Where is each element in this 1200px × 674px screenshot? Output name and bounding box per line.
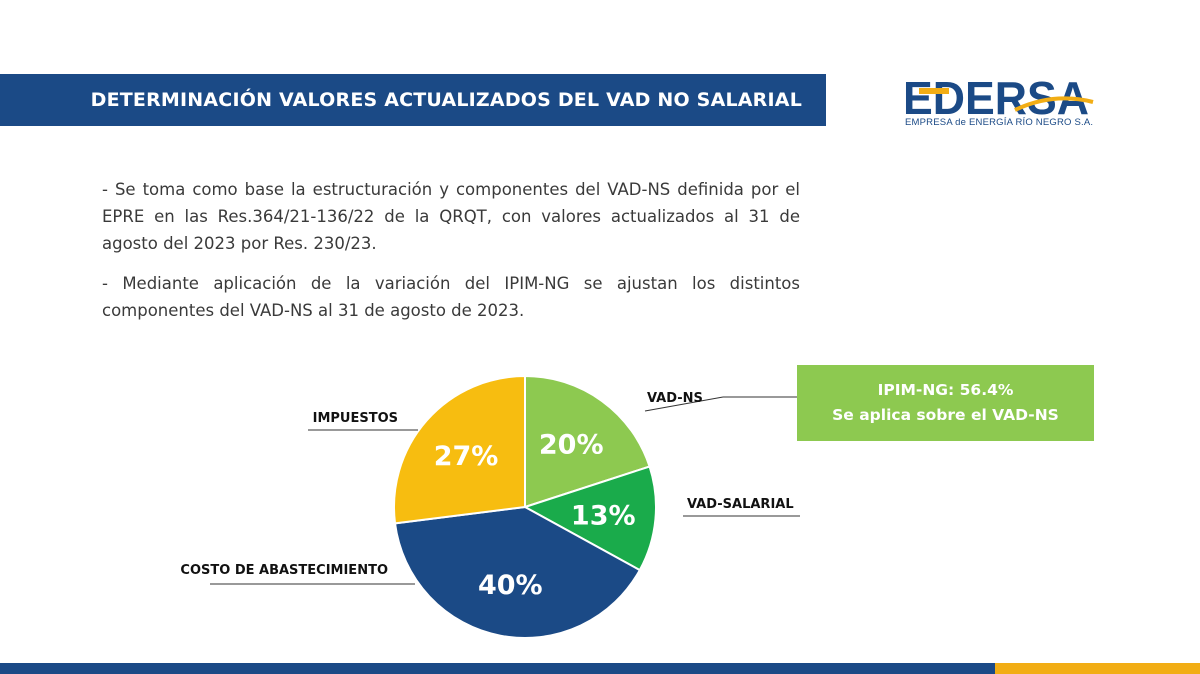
pie-chart: VAD-NS VAD-SALARIAL COSTO DE ABASTECIMIE… bbox=[180, 374, 800, 639]
slice-label-vad-salarial: VAD-SALARIAL bbox=[687, 497, 794, 512]
callout-line-2: Se aplica sobre el VAD-NS bbox=[832, 406, 1059, 424]
footer-bar-blue bbox=[0, 663, 995, 674]
title-bar: DETERMINACIÓN VALORES ACTUALIZADOS DEL V… bbox=[0, 74, 826, 126]
leader-line-vad-ns-diagonal bbox=[644, 396, 724, 412]
pie-slice-costo-de-abastecimiento bbox=[393, 505, 642, 639]
pie-slice-vad-ns bbox=[524, 374, 651, 509]
pie-slice-impuestos bbox=[393, 374, 526, 525]
body-paragraph-2: - Mediante aplicación de la variación de… bbox=[102, 274, 800, 320]
slice-label-impuestos: IMPUESTOS bbox=[313, 411, 398, 426]
body-paragraph-1: - Se toma como base la estructuración y … bbox=[102, 180, 800, 253]
slice-label-costo: COSTO DE ABASTECIMIENTO bbox=[180, 563, 388, 578]
pie-value-costo-de-abastecimiento: 40% bbox=[478, 570, 543, 601]
pie-value-vad-salarial: 13% bbox=[571, 500, 636, 531]
page-title: DETERMINACIÓN VALORES ACTUALIZADOS DEL V… bbox=[90, 89, 802, 111]
logo-tagline: EMPRESA de ENERGÍA RÍO NEGRO S.A. bbox=[905, 117, 1094, 128]
edersa-logo: EDERSA EMPRESA de ENERGÍA RÍO NEGRO S.A. bbox=[903, 76, 1098, 136]
logo-swoosh bbox=[1014, 96, 1094, 112]
footer-bar-yellow bbox=[995, 663, 1200, 674]
pie-slice-vad-salarial bbox=[522, 465, 657, 572]
logo-accent-stroke bbox=[919, 88, 949, 94]
ipim-callout: IPIM-NG: 56.4% Se aplica sobre el VAD-NS bbox=[797, 365, 1094, 441]
slice-label-vad-ns: VAD-NS bbox=[647, 391, 703, 406]
pie-value-vad-ns: 20% bbox=[539, 429, 604, 460]
callout-line-1: IPIM-NG: 56.4% bbox=[877, 381, 1014, 399]
pie-value-impuestos: 27% bbox=[434, 441, 499, 472]
logo-wordmark: EDERSA bbox=[903, 76, 1094, 120]
